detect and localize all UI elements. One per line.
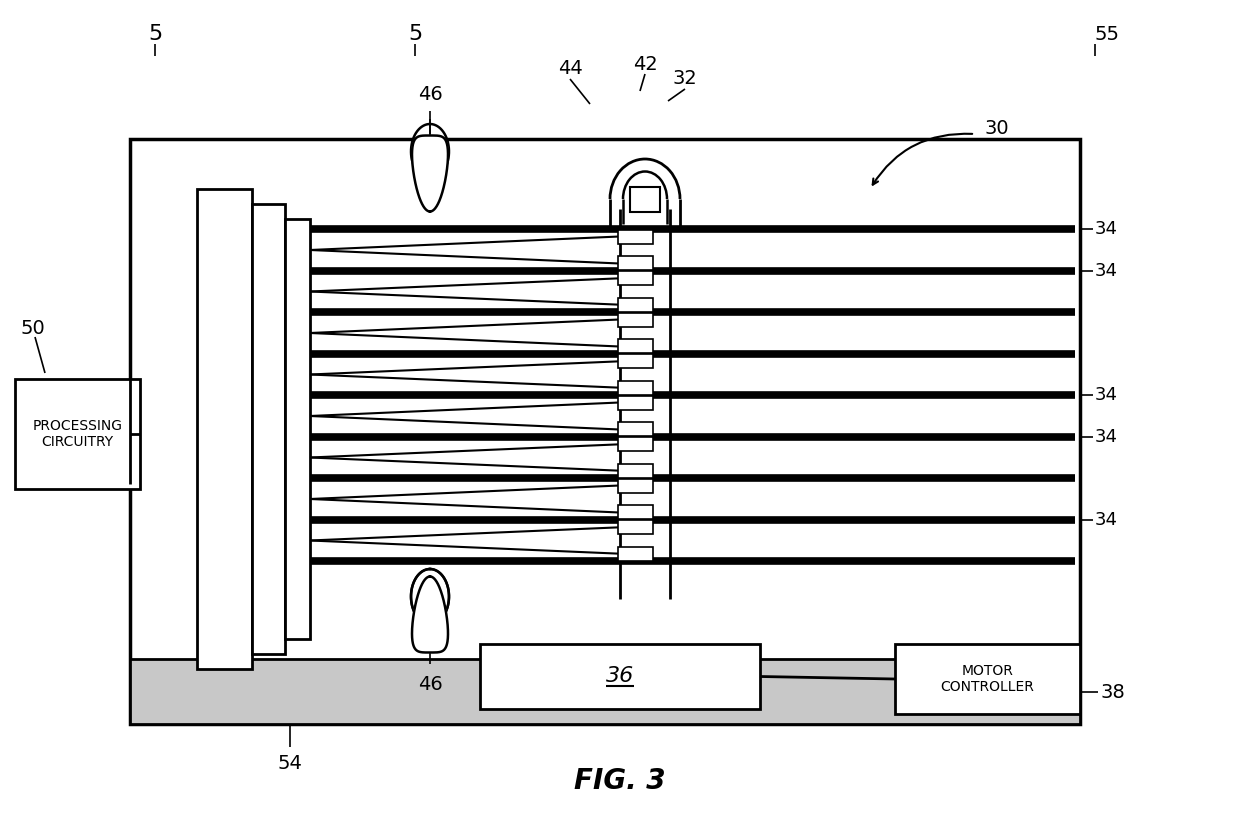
Text: 55: 55 <box>1095 25 1120 43</box>
Bar <box>618 381 653 395</box>
Text: MOTOR
CONTROLLER: MOTOR CONTROLLER <box>941 664 1034 694</box>
Text: 38: 38 <box>1100 682 1125 702</box>
Text: 34: 34 <box>1095 220 1118 238</box>
Bar <box>285 219 310 639</box>
Text: 50: 50 <box>20 319 45 338</box>
Bar <box>618 546 653 561</box>
Bar <box>895 644 1080 714</box>
Bar <box>618 339 653 354</box>
Bar <box>130 139 1080 724</box>
Text: 36: 36 <box>606 667 634 686</box>
Bar <box>618 229 653 243</box>
Text: 46: 46 <box>418 675 443 694</box>
Text: 46: 46 <box>418 84 443 103</box>
Text: 34: 34 <box>1095 428 1118 446</box>
Bar <box>618 437 653 451</box>
Bar <box>618 423 653 437</box>
Bar <box>618 271 653 285</box>
Text: 32: 32 <box>672 70 697 88</box>
Bar <box>130 659 1080 724</box>
Bar <box>630 187 660 212</box>
Bar <box>618 520 653 534</box>
Text: FIG. 3: FIG. 3 <box>574 767 666 795</box>
Bar <box>618 464 653 477</box>
Polygon shape <box>412 135 448 211</box>
Bar <box>197 189 252 669</box>
Text: 42: 42 <box>632 55 657 74</box>
Bar <box>618 478 653 492</box>
Bar <box>618 256 653 270</box>
Text: PROCESSING
CIRCUITRY: PROCESSING CIRCUITRY <box>32 419 123 449</box>
Polygon shape <box>412 577 448 653</box>
Text: 34: 34 <box>1095 262 1118 280</box>
Bar <box>15 379 140 489</box>
Bar <box>618 297 653 311</box>
Text: 5: 5 <box>408 24 422 44</box>
Text: 5: 5 <box>148 24 162 44</box>
Text: 54: 54 <box>278 754 303 773</box>
Text: 30: 30 <box>985 120 1009 138</box>
Bar <box>480 644 760 709</box>
Bar <box>618 355 653 369</box>
Bar <box>618 313 653 327</box>
Bar <box>252 204 285 654</box>
Text: 34: 34 <box>1095 511 1118 529</box>
Text: 44: 44 <box>558 60 583 79</box>
Text: 34: 34 <box>1095 386 1118 404</box>
Bar <box>618 396 653 410</box>
Bar <box>618 505 653 519</box>
